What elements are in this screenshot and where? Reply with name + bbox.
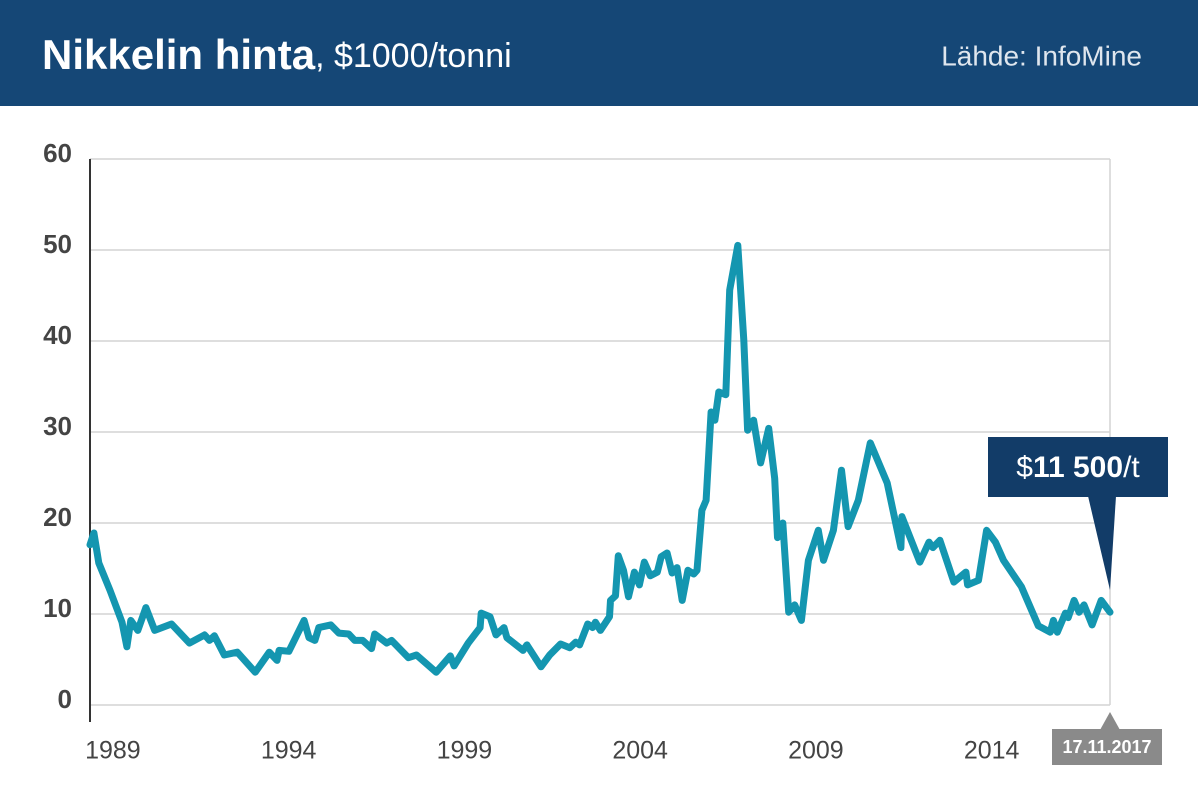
title: Nikkelin hinta bbox=[42, 31, 316, 78]
callout-amount: 11 500 bbox=[1033, 451, 1123, 484]
date-pointer bbox=[1100, 712, 1120, 730]
subtitle: , $1000/tonni bbox=[315, 37, 512, 75]
y-tick-label: 50 bbox=[43, 229, 72, 259]
y-tick-label: 0 bbox=[58, 684, 72, 714]
x-tick-label: 2009 bbox=[788, 737, 844, 765]
date-box bbox=[1052, 729, 1162, 765]
source: Lähde: InfoMine bbox=[941, 40, 1142, 71]
x-tick-label: 1994 bbox=[261, 737, 317, 765]
chart-title: Nikkelin hinta, $1000/tonni bbox=[42, 31, 512, 78]
x-tick-label: 2004 bbox=[612, 737, 668, 765]
x-tick-label: 1999 bbox=[437, 737, 493, 765]
y-tick-label: 30 bbox=[43, 411, 72, 441]
callout-box bbox=[988, 437, 1168, 497]
callout-currency: $ bbox=[1016, 451, 1033, 484]
y-tick-label: 40 bbox=[43, 320, 72, 350]
callout-pointer bbox=[1088, 496, 1116, 590]
callout-text: $11 500/t bbox=[1016, 451, 1140, 484]
header-bar bbox=[0, 0, 1198, 106]
y-tick-label: 60 bbox=[43, 138, 72, 168]
callout-unit: /t bbox=[1123, 451, 1140, 484]
end-date: 17.11.2017 bbox=[1062, 737, 1151, 757]
x-tick-label: 1989 bbox=[85, 737, 141, 765]
y-tick-label: 10 bbox=[43, 593, 72, 623]
x-tick-label: 2014 bbox=[964, 737, 1020, 765]
price-line bbox=[86, 241, 1114, 676]
y-tick-label: 20 bbox=[43, 502, 72, 532]
